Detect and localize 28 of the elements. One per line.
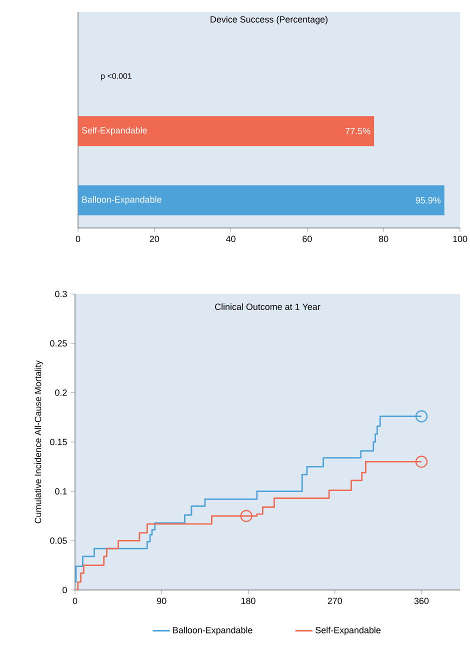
x-tick-label: 80 xyxy=(379,236,388,242)
legend-label: Self-Expandable xyxy=(316,626,381,636)
y-tick-label: 0.2 xyxy=(55,389,67,396)
x-tick-label: 90 xyxy=(157,598,166,604)
x-tick-label: 60 xyxy=(302,236,312,242)
x-tick-label: 20 xyxy=(150,236,160,242)
y-tick-label: 0.15 xyxy=(50,438,67,446)
point xyxy=(415,456,428,468)
x-tick-label: 100 xyxy=(453,236,468,242)
y-tick-label: 0 xyxy=(62,586,67,594)
y-tick-label: 0.1 xyxy=(55,488,67,495)
x-tick-label: 0 xyxy=(76,236,80,242)
data-label: 95.9% xyxy=(416,197,441,204)
x-tick-label: 360 xyxy=(414,598,429,604)
point xyxy=(240,510,252,522)
y-tick-label: 0.05 xyxy=(50,537,67,544)
y-tick-label: 0.3 xyxy=(55,290,67,298)
x-tick-label: 0 xyxy=(72,598,78,604)
y-tick-label: 0.25 xyxy=(50,340,67,347)
data-label: 77.5% xyxy=(346,128,370,134)
x-tick-label: 40 xyxy=(226,236,236,242)
x-tick-label: 270 xyxy=(328,598,342,604)
point xyxy=(415,410,428,422)
chart-title: Device Success (Percentage) xyxy=(210,16,328,24)
y-axis-title: Cumulative Incidence All-Cause Mortality xyxy=(34,360,43,524)
text: Clinical Outcome at 1 Year xyxy=(215,303,320,310)
legend-label: Balloon-Expandable xyxy=(173,626,252,636)
x-tick-label: 180 xyxy=(241,598,256,604)
